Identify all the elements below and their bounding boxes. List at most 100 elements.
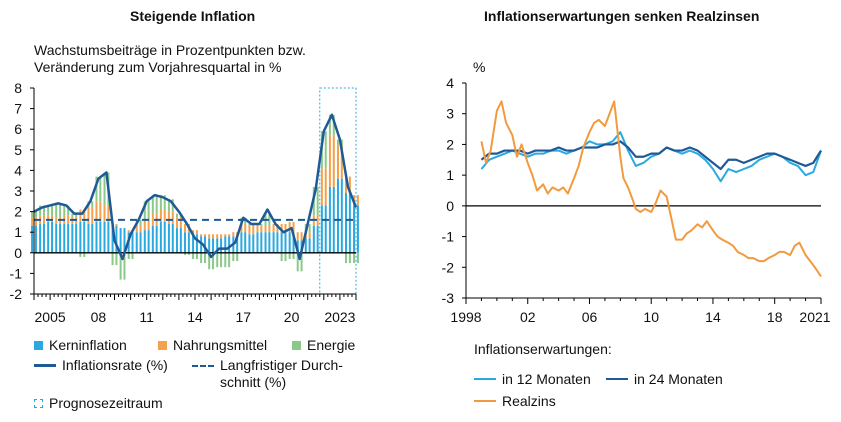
bar-kern bbox=[95, 221, 98, 253]
bar-nahrung bbox=[252, 226, 255, 235]
bar-kern bbox=[203, 236, 206, 253]
bar-nahrung bbox=[280, 223, 283, 233]
bar-nahrung bbox=[345, 176, 348, 194]
bar-nahrung bbox=[147, 219, 150, 231]
real-swatch bbox=[474, 400, 496, 402]
bar-nahrung bbox=[300, 232, 303, 241]
bar-nahrung bbox=[34, 217, 37, 227]
bar-nahrung bbox=[71, 217, 74, 224]
prognose-swatch bbox=[34, 398, 43, 408]
bar-kern bbox=[292, 232, 295, 253]
bar-energie bbox=[232, 252, 235, 262]
bar-kern bbox=[256, 232, 259, 253]
legend-e12: in 12 Monaten bbox=[474, 371, 591, 387]
bar-energie bbox=[220, 252, 223, 268]
y-tick-label: 1 bbox=[446, 167, 454, 183]
x-tick-label: 10 bbox=[643, 309, 659, 325]
bar-energie bbox=[167, 199, 170, 212]
bar-kern bbox=[284, 232, 287, 253]
legend-nahrung: Nahrungsmittel bbox=[158, 337, 267, 353]
bar-energie bbox=[236, 252, 239, 262]
bar-nahrung bbox=[159, 209, 162, 222]
y-tick-label: 4 bbox=[446, 75, 454, 91]
legend-nahrung-label: Nahrungsmittel bbox=[173, 337, 268, 353]
bar-nahrung bbox=[328, 135, 331, 187]
y-axis-unit: % bbox=[473, 59, 485, 75]
bar-kern bbox=[55, 223, 58, 253]
bar-kern bbox=[159, 221, 162, 253]
bar-energie bbox=[324, 131, 327, 169]
bar-energie bbox=[316, 186, 319, 216]
y-tick-label: 8 bbox=[14, 80, 22, 96]
bar-energie bbox=[208, 252, 211, 270]
bar-energie bbox=[336, 139, 339, 146]
legend-avg: Langfristiger Durch- schnitt (%) bbox=[192, 357, 343, 391]
bar-kern bbox=[288, 232, 291, 253]
x-tick-label: 2021 bbox=[799, 309, 830, 325]
bar-nahrung bbox=[139, 226, 142, 233]
bar-kern bbox=[195, 234, 198, 253]
bar-kern bbox=[224, 236, 227, 253]
bar-energie bbox=[212, 252, 215, 270]
bar-energie bbox=[200, 252, 203, 264]
bar-kern bbox=[332, 186, 335, 253]
bar-energie bbox=[147, 201, 150, 220]
bar-energie bbox=[203, 252, 206, 264]
y-tick-label: 6 bbox=[14, 121, 22, 137]
x-tick-label: 18 bbox=[767, 309, 783, 325]
bar-energie bbox=[111, 252, 114, 266]
bar-kern bbox=[212, 238, 215, 253]
bar-energie bbox=[268, 213, 271, 227]
legend-rate-label: Inflationsrate (%) bbox=[62, 357, 168, 373]
bar-kern bbox=[248, 234, 251, 253]
bar-energie bbox=[288, 252, 291, 259]
bar-energie bbox=[300, 252, 303, 272]
e12-swatch bbox=[474, 378, 496, 380]
x-tick-label: 2005 bbox=[35, 309, 66, 325]
legend-energie-label: Energie bbox=[307, 337, 356, 353]
bar-kern bbox=[119, 228, 122, 253]
bar-kern bbox=[328, 186, 331, 253]
bar-nahrung bbox=[179, 217, 182, 229]
bar-kern bbox=[51, 221, 54, 253]
bar-energie bbox=[353, 252, 356, 264]
bar-kern bbox=[67, 223, 70, 253]
bar-kern bbox=[83, 221, 86, 253]
legend-rate: Inflationsrate (%) bbox=[34, 357, 168, 373]
bar-nahrung bbox=[232, 232, 235, 237]
bar-kern bbox=[163, 221, 166, 253]
x-tick-label: 1998 bbox=[450, 309, 481, 325]
bar-nahrung bbox=[216, 234, 219, 239]
bar-nahrung bbox=[31, 217, 34, 227]
bar-kern bbox=[71, 223, 74, 253]
bar-nahrung bbox=[115, 223, 118, 227]
bar-nahrung bbox=[55, 217, 58, 224]
bar-kern bbox=[111, 226, 114, 253]
bar-energie bbox=[139, 219, 142, 227]
bar-nahrung bbox=[312, 215, 315, 227]
legend-prognose: Prognosezeitraum bbox=[34, 395, 163, 411]
legend-energie: Energie bbox=[292, 337, 355, 353]
x-tick-label: 17 bbox=[236, 309, 252, 325]
bar-energie bbox=[292, 252, 295, 259]
bar-energie bbox=[216, 252, 219, 268]
bar-energie bbox=[348, 252, 351, 264]
bar-kern bbox=[107, 221, 110, 253]
series-line-in-24-monaten bbox=[480, 140, 822, 171]
bar-nahrung bbox=[127, 230, 130, 233]
bar-kern bbox=[39, 223, 42, 253]
legend-heading: Inflationserwartungen: bbox=[474, 341, 612, 357]
bar-energie bbox=[55, 203, 58, 218]
bar-kern bbox=[91, 223, 94, 253]
y-tick-label: 0 bbox=[446, 198, 454, 214]
bar-kern bbox=[228, 236, 231, 253]
bar-energie bbox=[99, 176, 102, 202]
y-tick-label: -2 bbox=[442, 259, 455, 275]
bar-nahrung bbox=[224, 234, 227, 237]
bar-kern bbox=[192, 234, 195, 253]
bar-energie bbox=[103, 172, 106, 206]
bar-nahrung bbox=[83, 209, 86, 222]
bar-kern bbox=[280, 232, 283, 253]
bar-energie bbox=[95, 176, 98, 202]
